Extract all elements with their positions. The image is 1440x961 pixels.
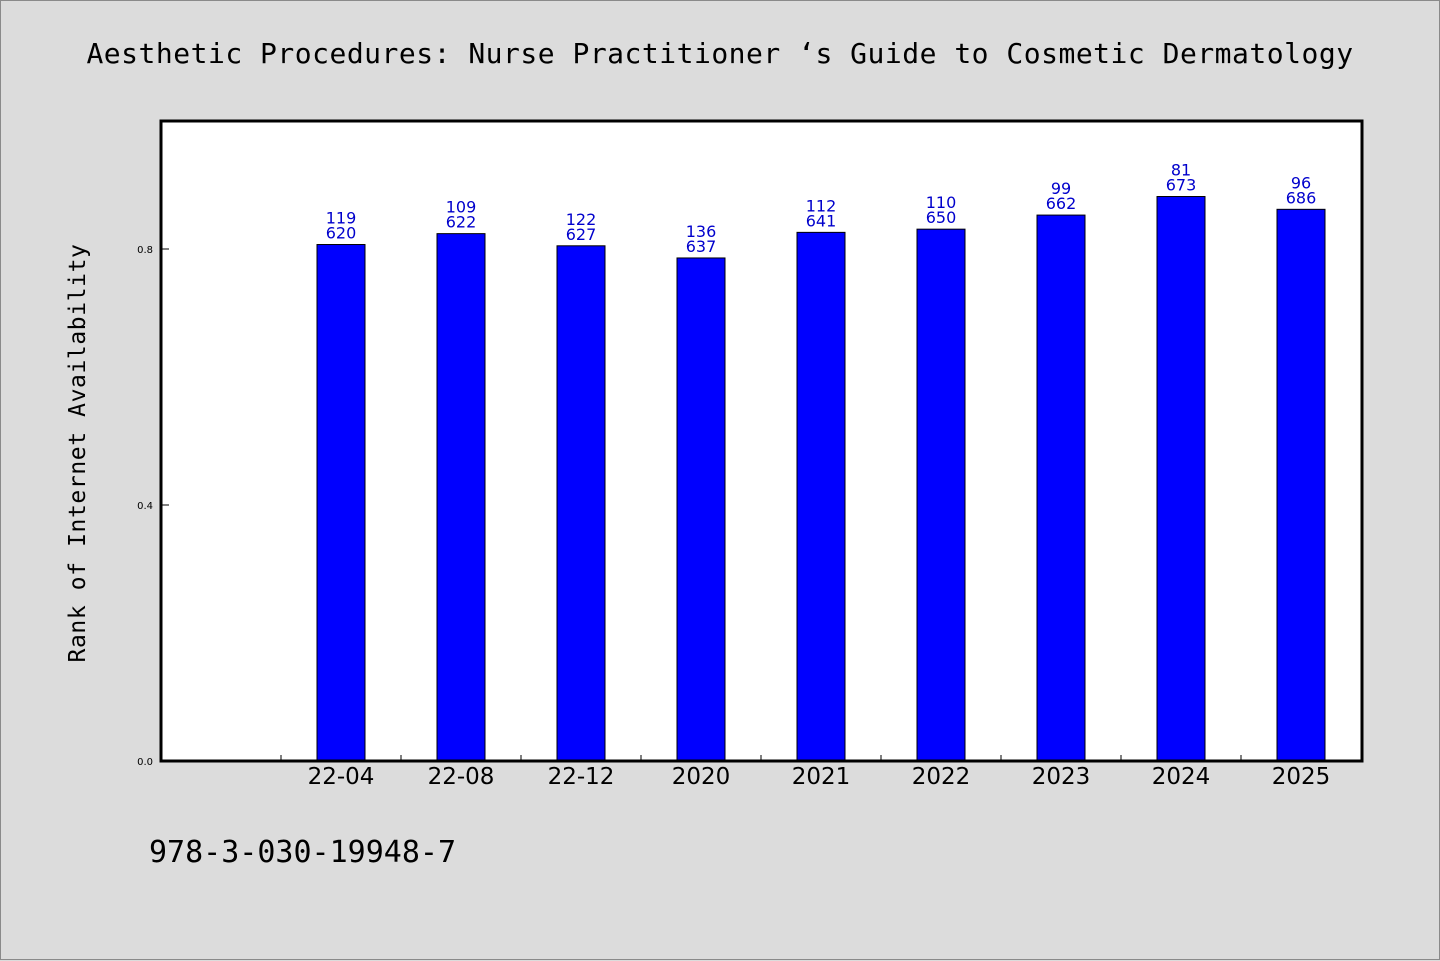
x-tick-label: 2020 bbox=[672, 764, 731, 790]
bar-label-bottom: 622 bbox=[446, 213, 477, 232]
bar-label-top: 136 bbox=[686, 222, 717, 241]
bar-label-bottom: 627 bbox=[566, 225, 597, 244]
bar-label-bottom: 662 bbox=[1046, 194, 1077, 213]
bar-label-bottom: 673 bbox=[1166, 176, 1197, 195]
bar-label-bottom: 650 bbox=[926, 208, 957, 227]
bar-label-bottom: 641 bbox=[806, 211, 837, 230]
x-tick-label: 2023 bbox=[1032, 764, 1091, 790]
bar-22-08 bbox=[436, 233, 486, 762]
bar-label-top: 99 bbox=[1051, 179, 1071, 198]
isbn-text: 978-3-030-19948-7 bbox=[149, 835, 457, 870]
bar-22-12 bbox=[556, 245, 606, 762]
bar-label-top: 119 bbox=[326, 209, 357, 228]
y-tick-label: 0.8 bbox=[137, 245, 153, 256]
bar-label-top: 110 bbox=[926, 193, 957, 212]
bar-2024 bbox=[1156, 196, 1206, 762]
bar-2021 bbox=[796, 231, 846, 762]
x-tick-label: 22-08 bbox=[428, 764, 495, 790]
bar-label-bottom: 686 bbox=[1286, 188, 1317, 207]
x-tick-label: 2022 bbox=[912, 764, 971, 790]
x-tick-label: 22-12 bbox=[548, 764, 615, 790]
x-tick-label: 2021 bbox=[792, 764, 851, 790]
bar-label-top: 109 bbox=[446, 198, 477, 217]
bar-label-bottom: 637 bbox=[686, 237, 717, 256]
y-tick-label: 0.0 bbox=[137, 757, 153, 768]
chart-title: Aesthetic Procedures: Nurse Practitioner… bbox=[86, 37, 1354, 70]
bar-label-bottom: 620 bbox=[326, 224, 357, 243]
x-tick-label: 2024 bbox=[1152, 764, 1211, 790]
bar-2022 bbox=[916, 228, 966, 762]
bar-2020 bbox=[676, 257, 726, 762]
bar-label-top: 96 bbox=[1291, 173, 1311, 192]
x-tick-label: 2025 bbox=[1272, 764, 1331, 790]
bar-label-top: 112 bbox=[806, 196, 837, 215]
plot-frame bbox=[159, 119, 1364, 763]
bar-2025 bbox=[1276, 208, 1326, 762]
bar-2023 bbox=[1036, 214, 1086, 762]
x-tick-label: 22-04 bbox=[308, 764, 375, 790]
y-tick-label: 0.4 bbox=[137, 501, 153, 512]
bar-label-top: 122 bbox=[566, 210, 597, 229]
bar-22-04 bbox=[316, 244, 366, 762]
bar-label-top: 81 bbox=[1171, 161, 1191, 180]
